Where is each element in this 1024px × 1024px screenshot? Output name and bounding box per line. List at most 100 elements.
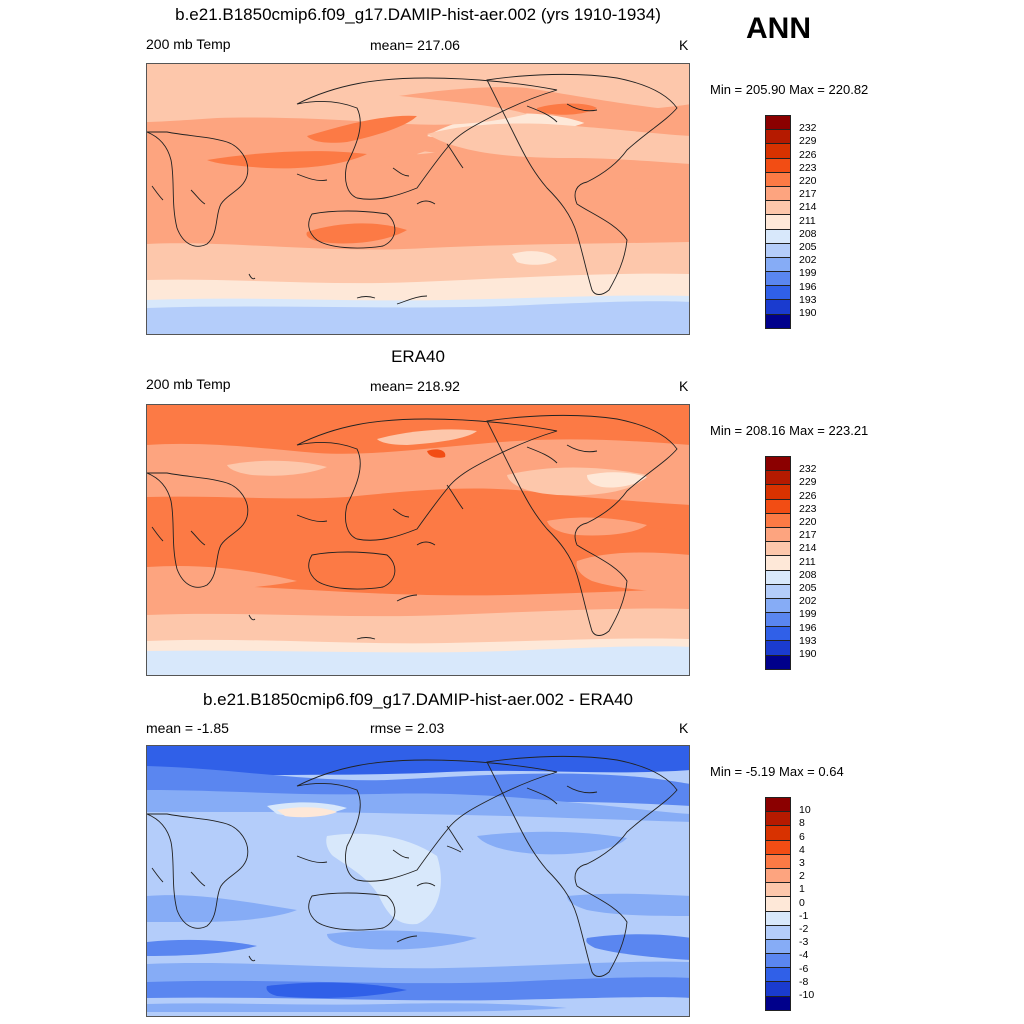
- colorbar-swatch: [765, 597, 791, 613]
- colorbar-swatch: [765, 839, 791, 854]
- colorbar-swatch: [765, 811, 791, 826]
- colorbar-swatch: [765, 157, 791, 172]
- colorbar-swatch: [765, 242, 791, 257]
- colorbar-swatch: [765, 526, 791, 542]
- colorbar-tick-label: -2: [799, 923, 809, 935]
- colorbar-swatch: [765, 995, 791, 1011]
- colorbar-tick-label: 214: [799, 542, 817, 555]
- panel-1-colorbar: 232 229 226 223 220 217 214 211 208 205 202 199 196 1…: [765, 115, 817, 329]
- colorbar-swatch: [765, 797, 791, 812]
- colorbar-tick-label: 229: [799, 135, 817, 148]
- colorbar-tick-label: -8: [799, 975, 809, 988]
- colorbar-tick-label: 10: [799, 804, 811, 817]
- colorbar-swatch: [765, 640, 791, 655]
- colorbar-swatch: [765, 953, 791, 968]
- panel-1-contour-field: [147, 64, 689, 334]
- colorbar-tick-label: 220: [799, 516, 817, 528]
- season-label: ANN: [746, 12, 811, 45]
- colorbar-swatch: [765, 825, 791, 840]
- colorbar-swatch: [765, 910, 791, 925]
- colorbar-tick-label: 8: [799, 817, 805, 830]
- colorbar-tick-label: 4: [799, 843, 805, 856]
- colorbar-tick-label: 226: [799, 148, 817, 161]
- colorbar-tick-label: 2: [799, 870, 805, 883]
- colorbar-swatch: [765, 256, 791, 272]
- colorbar-swatch: [765, 214, 791, 229]
- colorbar-swatch: [765, 967, 791, 982]
- colorbar-tick-label: 1: [799, 883, 805, 896]
- colorbar-swatch: [765, 185, 791, 201]
- colorbar-swatch: [765, 299, 791, 314]
- colorbar-tick-label: 211: [799, 214, 816, 227]
- colorbar-swatch: [765, 171, 791, 186]
- colorbar-swatch: [765, 541, 791, 556]
- colorbar-tick-label: 232: [799, 122, 817, 135]
- colorbar-tick-label: 199: [799, 608, 817, 621]
- colorbar-tick-label: 211: [799, 555, 816, 568]
- colorbar-tick-label: 229: [799, 476, 817, 489]
- panel-2-colorbar: 232 229 226 223 220 217 214 211 208 205 202 199 196 1…: [765, 456, 817, 670]
- panel-1-coastlines: [147, 73, 678, 305]
- colorbar-swatch: [765, 654, 791, 670]
- panel-2-title: ERA40: [391, 347, 445, 366]
- colorbar-swatch: [765, 228, 791, 243]
- colorbar-tick-label: 3: [799, 857, 805, 869]
- colorbar-tick-label: 217: [799, 529, 817, 542]
- colorbar-swatch: [765, 115, 791, 130]
- colorbar-tick-label: 208: [799, 568, 817, 581]
- colorbar-tick-label: 196: [799, 280, 817, 293]
- colorbar-tick-label: -6: [799, 962, 809, 975]
- colorbar-tick-label: -4: [799, 949, 809, 962]
- colorbar-swatch: [765, 484, 791, 499]
- colorbar-swatch: [765, 285, 791, 300]
- colorbar-tick-label: 0: [799, 896, 805, 909]
- colorbar-tick-label: 223: [799, 502, 817, 515]
- colorbar-tick-label: 190: [799, 648, 817, 660]
- colorbar-swatch: [765, 896, 791, 911]
- colorbar-swatch: [765, 938, 791, 954]
- colorbar-tick-label: 6: [799, 830, 805, 843]
- colorbar-swatch: [765, 882, 791, 897]
- panel-3-title: b.e21.B1850cmip6.f09_g17.DAMIP-hist-aer.…: [203, 690, 633, 709]
- colorbar-tick-label: 190: [799, 307, 817, 319]
- panel-1-variable-label: 200 mb Temp: [146, 36, 231, 52]
- panel-3-units: K: [679, 720, 689, 736]
- colorbar-tick-label: 205: [799, 241, 817, 253]
- colorbar-swatch: [765, 583, 791, 598]
- colorbar-swatch: [765, 498, 791, 513]
- panel-1-minmax: Min = 205.90 Max = 220.82: [710, 82, 869, 97]
- colorbar-swatch: [765, 626, 791, 641]
- colorbar-tick-label: 202: [799, 254, 817, 267]
- colorbar-swatch: [765, 853, 791, 868]
- colorbar-swatch: [765, 612, 791, 627]
- panel-3-coastlines: [147, 755, 678, 977]
- panel-2-minmax: Min = 208.16 Max = 223.21: [710, 423, 869, 438]
- colorbar-tick-label: -1: [799, 909, 809, 922]
- colorbar-swatch: [765, 271, 791, 286]
- panel-3-colorbar: 10 8 6 4 3 2 1 0 -1 -2 -3 -4 -6 -8 -10: [765, 797, 814, 1011]
- colorbar-tick-label: 226: [799, 489, 817, 502]
- colorbar-tick-label: 205: [799, 582, 817, 594]
- panel-2-coastlines: [147, 414, 678, 640]
- colorbar-tick-label: 223: [799, 161, 817, 174]
- colorbar-tick-label: 193: [799, 634, 817, 647]
- panel-2-contour-field: [147, 405, 689, 675]
- colorbar-tick-label: -3: [799, 936, 809, 949]
- panel-1-map: [146, 63, 690, 335]
- colorbar-swatch: [765, 981, 791, 996]
- colorbar-swatch: [765, 569, 791, 584]
- panel-1-mean-label: mean= 217.06: [370, 37, 460, 53]
- panel-3-minmax: Min = -5.19 Max = 0.64: [710, 764, 844, 779]
- colorbar-tick-label: 217: [799, 188, 817, 201]
- panel-3-mean-label: mean = -1.85: [146, 720, 229, 736]
- colorbar-swatch: [765, 512, 791, 527]
- panel-2-units: K: [679, 378, 689, 394]
- colorbar-tick-label: 214: [799, 201, 817, 214]
- colorbar-swatch: [765, 924, 791, 939]
- panel-3-rmse-label: rmse = 2.03: [370, 720, 445, 736]
- colorbar-tick-label: -10: [799, 989, 815, 1001]
- panel-3-map: [146, 745, 690, 1017]
- panel-3-contour-field: [147, 746, 689, 1016]
- colorbar-swatch: [765, 555, 791, 570]
- panel-1-units: K: [679, 37, 689, 53]
